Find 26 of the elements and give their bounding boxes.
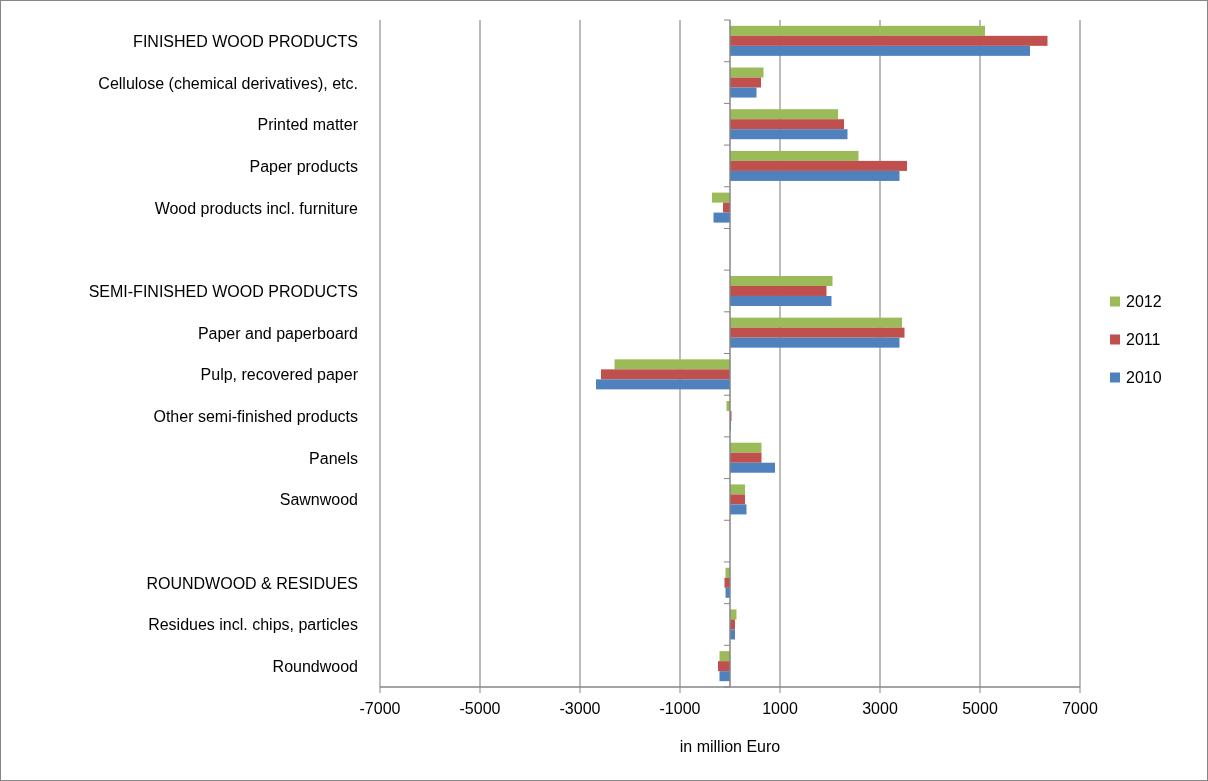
y-tick-label: Pulp, recovered paper	[200, 366, 359, 384]
y-tick-label: Wood products incl. furniture	[154, 199, 359, 217]
x-tick-label: -5000	[459, 700, 501, 717]
x-tick-label: 5000	[962, 700, 998, 717]
x-tick-label: 7000	[1062, 700, 1098, 717]
y-tick-label: FINISHED WOOD PRODUCTS	[133, 32, 358, 50]
y-tick-label: Sawnwood	[279, 491, 358, 509]
legend-label: 2012	[1126, 292, 1162, 310]
x-tick-label: -7000	[359, 700, 401, 717]
x-tick-label: -1000	[659, 700, 701, 717]
y-tick-label: Printed matter	[257, 116, 359, 134]
legend-label: 2010	[1126, 368, 1162, 386]
y-tick-label: Panels	[309, 449, 358, 467]
y-tick-label: Roundwood	[272, 658, 358, 676]
y-tick-label: Cellulose (chemical derivatives), etc.	[98, 74, 358, 92]
legend-label: 2011	[1126, 330, 1161, 348]
x-tick-label: 3000	[862, 700, 898, 717]
y-tick-label: Paper products	[249, 157, 358, 175]
x-axis-title: in million Euro	[679, 738, 781, 755]
y-tick-label: ROUNDWOOD & RESIDUES	[146, 574, 358, 592]
y-tick-label: Residues incl. chips, particles	[148, 616, 358, 634]
x-tick-label: 1000	[762, 700, 798, 717]
y-tick-label: Other semi-finished products	[153, 408, 358, 426]
y-tick-label: Paper and paperboard	[197, 324, 358, 342]
y-tick-label: SEMI-FINISHED WOOD PRODUCTS	[88, 282, 358, 300]
x-tick-label: -3000	[559, 700, 601, 717]
